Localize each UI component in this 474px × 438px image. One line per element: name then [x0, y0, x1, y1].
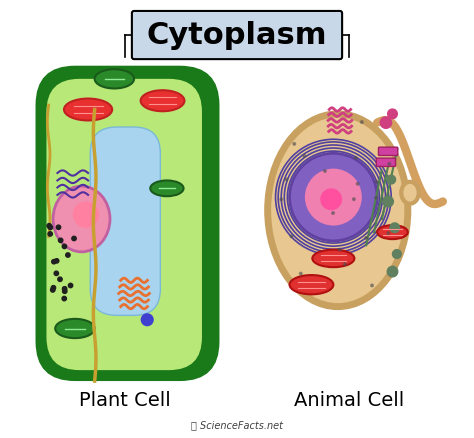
- Circle shape: [338, 248, 341, 251]
- FancyBboxPatch shape: [132, 11, 342, 59]
- Circle shape: [66, 253, 70, 257]
- Circle shape: [52, 259, 56, 264]
- Circle shape: [58, 277, 62, 282]
- Circle shape: [387, 266, 398, 277]
- Circle shape: [58, 238, 63, 243]
- Circle shape: [54, 271, 58, 276]
- Ellipse shape: [150, 180, 183, 196]
- Circle shape: [380, 117, 392, 128]
- Circle shape: [353, 198, 355, 201]
- Circle shape: [63, 286, 67, 291]
- Circle shape: [62, 244, 67, 249]
- Circle shape: [388, 109, 397, 119]
- Ellipse shape: [312, 250, 355, 267]
- Circle shape: [332, 212, 334, 214]
- FancyBboxPatch shape: [376, 158, 396, 166]
- Circle shape: [56, 225, 61, 230]
- Circle shape: [371, 284, 374, 287]
- Circle shape: [55, 259, 59, 263]
- FancyBboxPatch shape: [378, 147, 398, 155]
- Circle shape: [72, 236, 76, 240]
- Circle shape: [387, 232, 390, 234]
- Circle shape: [290, 235, 293, 238]
- Circle shape: [303, 155, 306, 157]
- Ellipse shape: [320, 188, 342, 210]
- Ellipse shape: [64, 99, 112, 120]
- Circle shape: [63, 289, 67, 293]
- Circle shape: [51, 288, 55, 292]
- Circle shape: [293, 143, 296, 145]
- Circle shape: [344, 263, 346, 265]
- Ellipse shape: [290, 275, 333, 294]
- Text: Animal Cell: Animal Cell: [293, 391, 404, 410]
- Circle shape: [48, 232, 52, 236]
- Circle shape: [285, 178, 288, 180]
- Circle shape: [62, 297, 66, 301]
- Circle shape: [51, 286, 55, 290]
- Ellipse shape: [290, 153, 377, 241]
- Ellipse shape: [305, 169, 362, 226]
- Ellipse shape: [95, 69, 134, 88]
- Ellipse shape: [53, 186, 110, 252]
- Circle shape: [68, 283, 73, 288]
- Circle shape: [375, 180, 378, 183]
- FancyBboxPatch shape: [90, 127, 160, 315]
- Ellipse shape: [55, 319, 95, 338]
- Ellipse shape: [377, 225, 408, 239]
- Circle shape: [388, 162, 391, 165]
- Circle shape: [47, 223, 51, 228]
- Circle shape: [361, 121, 363, 124]
- Circle shape: [280, 198, 283, 201]
- Circle shape: [390, 223, 400, 233]
- Ellipse shape: [141, 313, 154, 326]
- Ellipse shape: [401, 182, 419, 204]
- Ellipse shape: [141, 90, 184, 111]
- Circle shape: [48, 225, 53, 230]
- Text: Cytoplasm: Cytoplasm: [147, 21, 327, 49]
- Text: 🔬 ScienceFacts.net: 🔬 ScienceFacts.net: [191, 420, 283, 430]
- FancyBboxPatch shape: [46, 79, 202, 370]
- Circle shape: [324, 170, 326, 172]
- Text: Plant Cell: Plant Cell: [80, 391, 171, 410]
- Circle shape: [383, 196, 393, 207]
- Circle shape: [365, 237, 367, 239]
- Ellipse shape: [73, 201, 99, 228]
- Circle shape: [355, 156, 357, 159]
- FancyBboxPatch shape: [36, 66, 219, 381]
- Circle shape: [387, 175, 396, 184]
- Circle shape: [392, 250, 401, 258]
- Circle shape: [300, 272, 302, 275]
- Circle shape: [375, 196, 377, 199]
- Ellipse shape: [268, 114, 408, 307]
- Circle shape: [356, 183, 359, 185]
